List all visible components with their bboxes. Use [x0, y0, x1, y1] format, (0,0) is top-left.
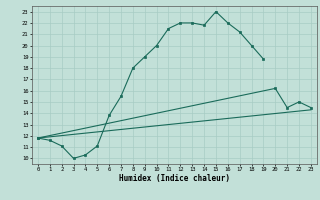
- X-axis label: Humidex (Indice chaleur): Humidex (Indice chaleur): [119, 174, 230, 183]
